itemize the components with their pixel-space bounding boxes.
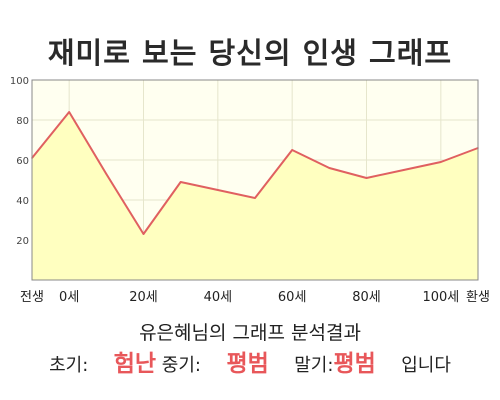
data-point bbox=[402, 169, 405, 171]
y-axis: 20 40 60 80 100 bbox=[10, 76, 29, 247]
x-tick-label: 60세 bbox=[278, 290, 307, 305]
late-label: 말기: bbox=[294, 355, 334, 376]
x-tick-label: 0세 bbox=[59, 290, 79, 305]
x-tick-label: 80세 bbox=[352, 290, 381, 305]
data-point bbox=[365, 177, 368, 179]
chart-title: 재미로 보는 당신의 인생 그래프 bbox=[47, 36, 453, 70]
x-tick-label: 20세 bbox=[129, 290, 158, 305]
x-tick-label: 환생 bbox=[466, 290, 490, 305]
data-point bbox=[68, 111, 70, 113]
plot-frame bbox=[31, 79, 479, 281]
x-tick-label: 40세 bbox=[204, 290, 233, 305]
data-point bbox=[254, 197, 256, 199]
x-tick-label: 100세 bbox=[422, 290, 459, 305]
ending-text: 입니다 bbox=[401, 355, 451, 376]
mid-label: 중기: bbox=[161, 355, 201, 376]
data-point bbox=[142, 233, 145, 235]
data-point bbox=[328, 167, 331, 169]
early-label: 초기: bbox=[49, 355, 89, 376]
y-tick-label: 20 bbox=[16, 236, 29, 247]
data-point bbox=[179, 181, 182, 183]
data-point bbox=[105, 173, 108, 175]
data-point bbox=[440, 161, 442, 163]
late-value: 평범 bbox=[333, 351, 376, 377]
x-axis: 전생 0세 20세 40세 60세 80세 100세 환생 bbox=[20, 290, 490, 305]
data-point bbox=[217, 189, 219, 191]
early-value: 험난 bbox=[113, 351, 157, 377]
mid-value: 평범 bbox=[226, 351, 269, 377]
y-tick-label: 100 bbox=[10, 76, 29, 87]
data-point bbox=[291, 149, 293, 151]
analysis-summary: 유은혜님의 그래프 분석결과 bbox=[139, 322, 361, 344]
analysis-result: 초기: 험난 중기: 평범 말기:평범 입니다 bbox=[0, 344, 500, 378]
y-tick-label: 80 bbox=[16, 116, 29, 127]
y-tick-label: 40 bbox=[16, 196, 29, 207]
x-tick-label: 전생 bbox=[20, 290, 44, 305]
series-area bbox=[32, 112, 478, 280]
y-tick-label: 60 bbox=[16, 156, 29, 167]
